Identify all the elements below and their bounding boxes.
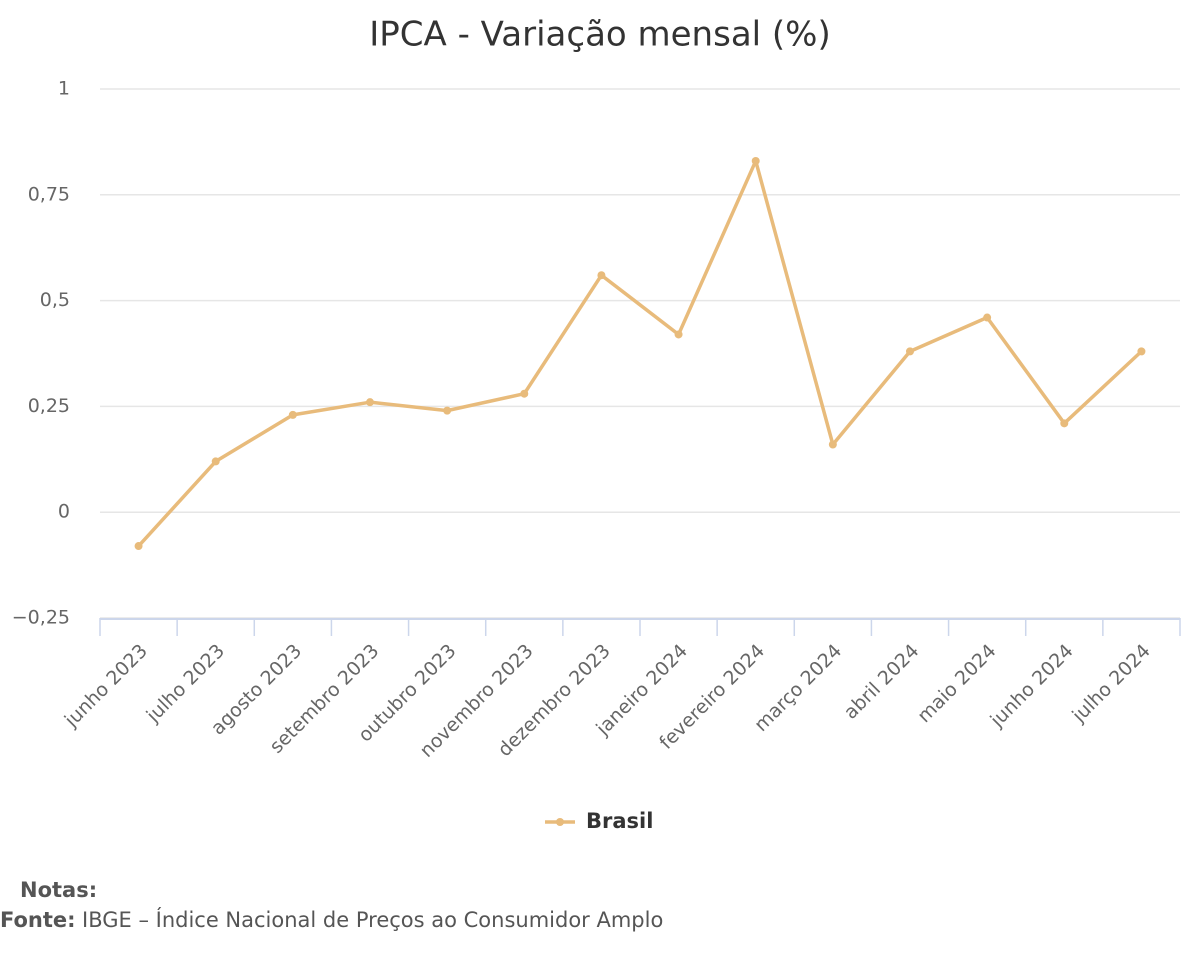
y-tick-label: 1 [58,78,70,100]
x-tick-label: junho 2024 [985,640,1077,732]
x-tick-label: abril 2024 [840,640,924,724]
x-tick-label: junho 2023 [60,640,152,732]
y-tick-label: 0,5 [40,289,70,311]
y-tick-label: 0,75 [28,183,70,205]
y-tick-label: −0,25 [12,607,70,629]
chart-title: IPCA - Variação mensal (%) [369,15,831,55]
data-point [906,347,914,356]
data-point [597,271,606,280]
y-tick-label: 0 [58,501,70,523]
legend-marker [556,818,564,826]
data-point [674,330,683,339]
data-point [443,406,452,415]
data-point [1060,419,1069,428]
data-point [520,389,529,398]
data-point [751,156,760,165]
series-line [137,159,1143,548]
data-point [828,440,837,449]
notes-label: Notas: [20,878,97,902]
data-point [288,410,297,419]
data-point [983,313,992,322]
source-label: Fonte: [0,908,76,932]
data-point [134,542,143,551]
source-text: IBGE – Índice Nacional de Preços ao Cons… [82,907,663,932]
data-point [366,398,374,407]
data-point [1137,347,1146,356]
x-tick-label: julho 2024 [1067,640,1154,727]
legend-label: Brasil [586,809,653,833]
y-tick-label: 0,25 [28,395,70,417]
data-point [211,457,220,466]
